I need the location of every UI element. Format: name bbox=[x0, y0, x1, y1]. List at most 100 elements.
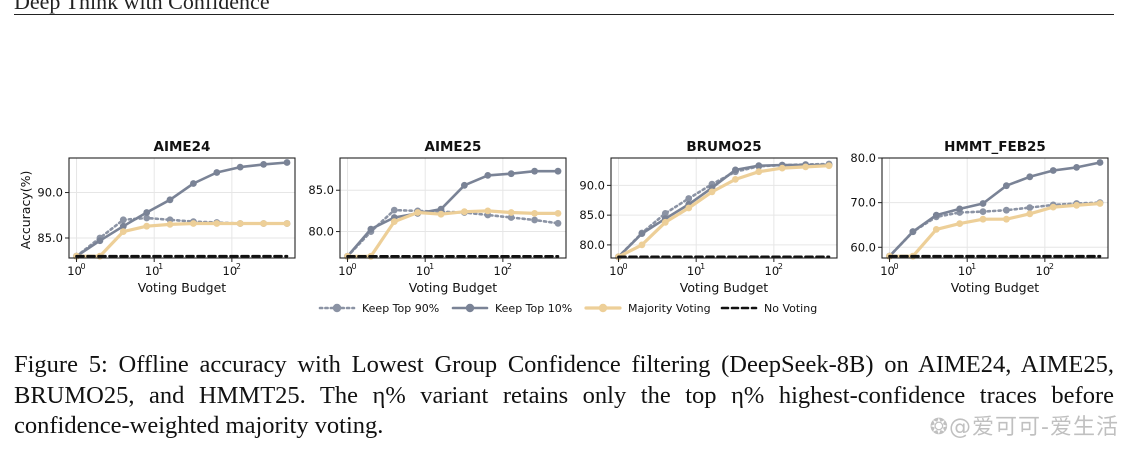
data-point bbox=[531, 216, 538, 224]
page-header: Deep Think with Confidence bbox=[14, 0, 270, 14]
data-point bbox=[119, 216, 127, 224]
data-point bbox=[661, 218, 669, 226]
data-point bbox=[260, 161, 267, 168]
data-point bbox=[1003, 182, 1010, 190]
y-tick-label: 85.0 bbox=[308, 183, 334, 197]
data-point bbox=[778, 164, 786, 172]
data-point bbox=[638, 230, 646, 238]
legend-item-keep-top-90-: Keep Top 90% bbox=[318, 302, 439, 315]
legend-swatch-marker bbox=[332, 303, 342, 313]
series-line-majority-voting bbox=[74, 221, 289, 258]
x-tick-label: 10 bbox=[145, 264, 160, 278]
data-point bbox=[685, 195, 693, 202]
data-point bbox=[461, 208, 468, 216]
data-point bbox=[119, 222, 127, 230]
data-point bbox=[909, 228, 917, 236]
data-point bbox=[190, 220, 197, 227]
data-point bbox=[507, 209, 515, 216]
legend-item-no-voting: No Voting bbox=[720, 302, 817, 315]
x-tick-exponent: 1 bbox=[429, 262, 434, 271]
data-point bbox=[1049, 167, 1057, 174]
data-point bbox=[932, 226, 940, 233]
data-point bbox=[143, 214, 151, 222]
data-point bbox=[661, 210, 669, 217]
axes-frame bbox=[610, 157, 838, 259]
series-line-keep-top-10- bbox=[346, 169, 560, 258]
x-tick-label: 10 bbox=[609, 264, 624, 278]
data-point bbox=[1073, 201, 1080, 209]
header-rule bbox=[14, 14, 1114, 15]
data-point bbox=[554, 210, 562, 217]
series-line-keep-top-10- bbox=[75, 161, 289, 258]
data-point bbox=[1096, 159, 1104, 166]
data-point bbox=[437, 205, 445, 213]
data-point bbox=[213, 220, 221, 227]
y-tick-label: 80.0 bbox=[850, 151, 876, 165]
y-tick-label: 80.0 bbox=[579, 238, 605, 252]
axes-frame bbox=[68, 157, 296, 259]
legend: Keep Top 90% Keep Top 10% Majority Voting N… bbox=[318, 302, 817, 315]
data-point bbox=[213, 169, 221, 176]
x-tick-exponent: 0 bbox=[351, 262, 356, 271]
data-point bbox=[708, 188, 716, 196]
chart-title: AIME24 bbox=[154, 139, 211, 155]
x-tick-exponent: 2 bbox=[778, 262, 783, 271]
x-tick-exponent: 1 bbox=[700, 262, 705, 271]
data-point bbox=[484, 172, 492, 179]
chart-title: HMMT_FEB25 bbox=[944, 139, 1046, 155]
y-tick-label: 85.0 bbox=[37, 231, 63, 245]
data-point bbox=[638, 241, 646, 249]
data-point bbox=[190, 180, 197, 187]
data-point bbox=[956, 220, 964, 228]
y-tick-label: 85.0 bbox=[579, 208, 605, 222]
data-point bbox=[1049, 203, 1057, 211]
x-axis-label: Voting Budget bbox=[409, 280, 497, 295]
x-tick-exponent: 1 bbox=[971, 262, 976, 271]
x-axis-label: Voting Budget bbox=[138, 280, 226, 295]
y-tick-label: 60.0 bbox=[850, 240, 876, 254]
data-point bbox=[732, 166, 739, 174]
chart-title: AIME25 bbox=[425, 139, 482, 155]
legend-label: Keep Top 10% bbox=[495, 302, 572, 315]
legend-label: No Voting bbox=[764, 302, 817, 315]
data-point bbox=[1003, 215, 1010, 223]
data-point bbox=[166, 221, 174, 228]
data-point bbox=[685, 204, 693, 212]
data-point bbox=[979, 200, 987, 207]
legend-label: Majority Voting bbox=[628, 302, 711, 315]
data-point bbox=[461, 181, 468, 189]
data-point bbox=[956, 205, 964, 213]
data-point bbox=[755, 162, 763, 170]
data-point bbox=[932, 211, 940, 219]
figure-caption: Figure 5: Offline accuracy with Lowest G… bbox=[14, 351, 1114, 439]
legend-label: Keep Top 90% bbox=[362, 302, 439, 315]
x-tick-exponent: 0 bbox=[622, 262, 627, 271]
y-axis-label: Accuracy(%) bbox=[18, 171, 33, 250]
legend-item-majority-voting: Majority Voting bbox=[584, 302, 711, 315]
x-tick-label: 10 bbox=[67, 264, 82, 278]
data-point bbox=[979, 208, 987, 216]
data-point bbox=[507, 170, 515, 178]
chart-title: BRUMO25 bbox=[686, 139, 761, 155]
data-point bbox=[367, 225, 375, 233]
legend-item-keep-top-10-: Keep Top 10% bbox=[451, 302, 572, 315]
data-point bbox=[1003, 206, 1010, 214]
data-point bbox=[554, 219, 562, 227]
data-point bbox=[283, 220, 291, 227]
series-line-majority-voting bbox=[345, 209, 560, 258]
legend-swatch-marker bbox=[598, 303, 608, 313]
data-point bbox=[1026, 210, 1034, 218]
series-line-keep-top-10- bbox=[888, 161, 1102, 258]
series-line-majority-voting bbox=[887, 201, 1102, 258]
data-point bbox=[554, 167, 562, 175]
data-point bbox=[119, 228, 127, 236]
data-point bbox=[437, 210, 445, 218]
data-point bbox=[283, 159, 291, 166]
data-point bbox=[260, 220, 267, 227]
data-point bbox=[484, 207, 492, 215]
axes-frame bbox=[881, 157, 1109, 259]
x-tick-exponent: 0 bbox=[80, 262, 85, 271]
